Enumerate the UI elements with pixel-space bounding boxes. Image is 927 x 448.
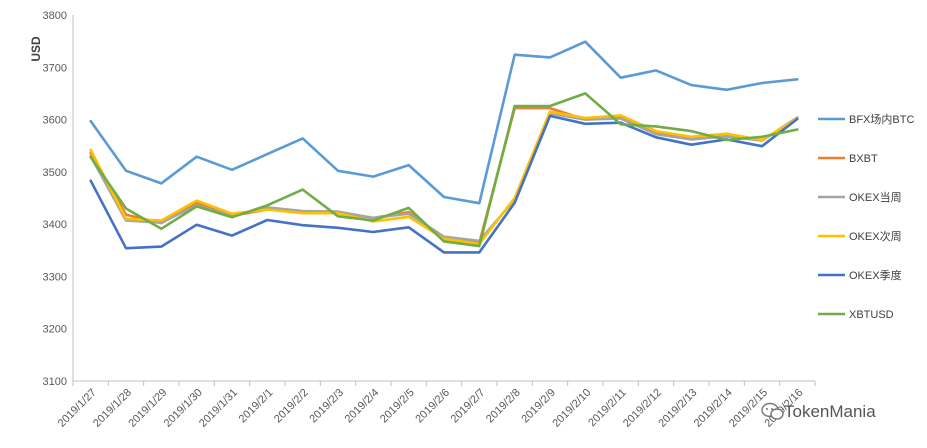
legend-label: BFX场内BTC bbox=[849, 112, 914, 126]
x-axis-ticks: 2019/1/272019/1/282019/1/292019/1/302019… bbox=[56, 387, 806, 430]
series-line bbox=[89, 92, 799, 248]
legend-label: OKEX当周 bbox=[849, 190, 902, 204]
y-tick-label: 3100 bbox=[43, 376, 67, 388]
y-tick-label: 3700 bbox=[43, 62, 67, 74]
x-tick-label: 2019/2/10 bbox=[550, 387, 593, 430]
legend-label: OKEX季度 bbox=[849, 268, 902, 282]
watermark-text: TokenMania bbox=[784, 402, 876, 421]
x-tick-label: 2019/2/3 bbox=[307, 387, 346, 426]
y-tick-label: 3300 bbox=[43, 271, 67, 283]
watermark: TokenMania bbox=[761, 402, 876, 421]
series-line bbox=[89, 40, 799, 205]
y-tick-label: 3500 bbox=[43, 167, 67, 179]
series-lines bbox=[89, 40, 799, 254]
y-tick-label: 3800 bbox=[43, 10, 67, 22]
x-tick-label: 2019/1/31 bbox=[197, 387, 240, 430]
series-line bbox=[89, 110, 799, 246]
x-tick-label: 2019/2/5 bbox=[378, 387, 417, 426]
y-axis-ticks: 3100 3200 3300 3400 3500 3600 3700 3800 bbox=[43, 10, 67, 388]
x-tick-label: 2019/2/7 bbox=[449, 387, 488, 426]
legend-label: XBTUSD bbox=[849, 309, 894, 321]
x-tick-label: 2019/2/1 bbox=[237, 387, 276, 426]
axes bbox=[72, 15, 816, 386]
series-line bbox=[89, 106, 799, 245]
x-tick-label: 2019/2/8 bbox=[484, 387, 523, 426]
series-line bbox=[89, 114, 799, 254]
legend: BFX场内BTC BXBT OKEX当周 OKEX次周 OKEX季度 XBTUSD bbox=[818, 112, 914, 321]
y-tick-label: 3200 bbox=[43, 324, 67, 336]
wechat-icon bbox=[761, 402, 784, 420]
x-tick-label: 2019/2/2 bbox=[272, 387, 311, 426]
y-tick-label: 3400 bbox=[43, 219, 67, 231]
x-tick-label: 2019/2/6 bbox=[413, 387, 452, 426]
y-tick-label: 3600 bbox=[43, 115, 67, 127]
legend-label: OKEX次周 bbox=[849, 229, 902, 243]
y-axis-label: USD bbox=[29, 36, 43, 62]
x-tick-label: 2019/2/4 bbox=[343, 387, 382, 426]
legend-label: BXBT bbox=[849, 153, 878, 165]
